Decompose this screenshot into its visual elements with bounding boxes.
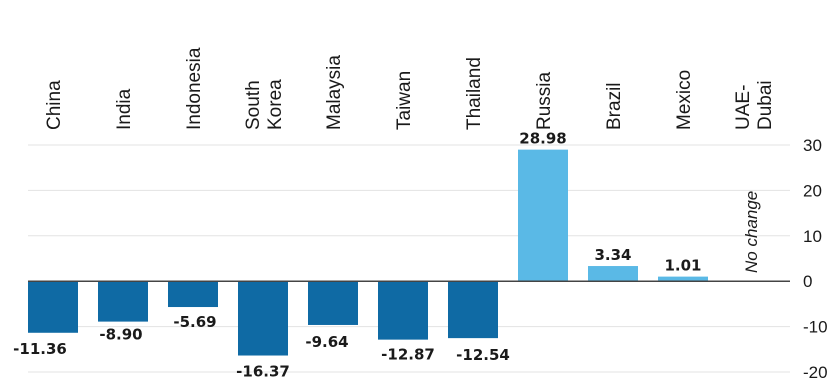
y-tick-label: 20 (803, 181, 822, 200)
category-labels: China India Indonesia South Korea Malaysia Tai… (44, 47, 776, 130)
gridlines (28, 144, 790, 373)
category-label: India (114, 88, 135, 130)
y-tick-label: -20 (803, 363, 828, 382)
data-label: -12.54 (456, 346, 510, 364)
category-label: Brazil (604, 82, 625, 130)
data-label: 28.98 (519, 130, 566, 148)
category-label: Russia (534, 71, 555, 130)
bar (168, 281, 218, 308)
bars (28, 149, 708, 356)
category-label: Dubai (755, 80, 776, 130)
no-change-annotation: No change (742, 191, 761, 273)
category-label: Indonesia (184, 47, 205, 130)
bar (98, 281, 148, 322)
category-label: Korea (265, 79, 286, 130)
category-label: UAE- (733, 85, 754, 130)
data-label: -5.69 (173, 313, 216, 331)
data-label: -9.64 (305, 333, 348, 351)
bar (238, 281, 288, 356)
y-tick-label: 0 (803, 272, 812, 291)
data-label: 3.34 (594, 246, 631, 264)
category-label: Malaysia (324, 55, 345, 130)
bar (658, 276, 708, 282)
y-tick-label: -10 (803, 318, 828, 337)
bar (518, 149, 568, 282)
data-label: -16.37 (236, 363, 290, 381)
y-tick-label: 30 (803, 136, 822, 155)
bar (378, 281, 428, 340)
category-label: China (44, 80, 65, 130)
bar (588, 266, 638, 282)
data-label: -12.87 (381, 346, 435, 364)
data-label: 1.01 (664, 257, 701, 275)
category-label: Mexico (674, 70, 695, 130)
bar (308, 281, 358, 325)
data-label: -8.90 (99, 326, 142, 344)
y-axis-tick-labels: 30 20 10 0 -10 -20 (803, 136, 828, 382)
category-label: Thailand (464, 57, 485, 130)
y-tick-label: 10 (803, 227, 822, 246)
bar (28, 281, 78, 333)
data-labels: -11.36 -8.90 -5.69 -16.37 -9.64 -12.87 -12.54 2… (13, 130, 701, 381)
data-label: -11.36 (13, 340, 67, 358)
bar (448, 281, 498, 339)
category-label: South (243, 80, 264, 130)
category-label: Taiwan (394, 71, 415, 130)
